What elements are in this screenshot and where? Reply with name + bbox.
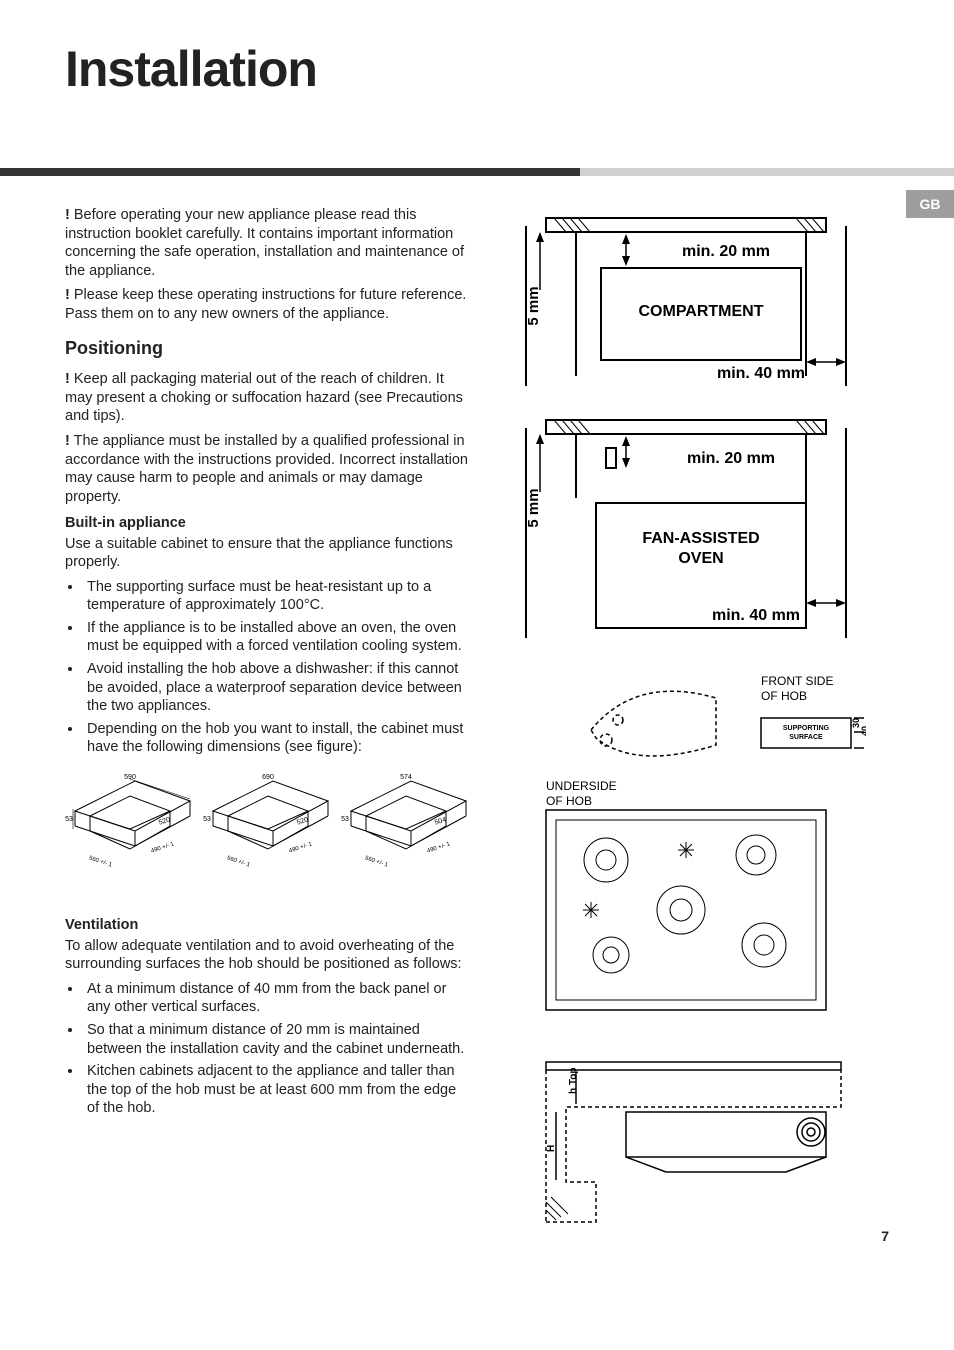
svg-text:560 +/- 1: 560 +/- 1 [88,855,113,868]
builtin-intro: Use a suitable cabinet to ensure that th… [65,535,471,572]
svg-text:574: 574 [400,774,412,781]
diagram-compartment: 5 mm min. 20 mm COMPARTMENT min. 40 mm [506,206,889,396]
svg-text:COMPARTMENT: COMPARTMENT [638,303,763,320]
builtin-bullets: The supporting surface must be heat-resi… [83,578,471,757]
cutout-figures: 590 520 53 560 +/- 1 490 +/- 1 [65,771,471,887]
builtin-heading: Built-in appliance [65,514,471,533]
svg-text:H: H [546,1145,557,1152]
cutout-figure: 690 520 53 560 +/- 1 490 +/- 1 [203,771,333,887]
list-item: The supporting surface must be heat-resi… [83,578,471,615]
page-number: 7 [881,1228,889,1244]
svg-text:560 +/- 1: 560 +/- 1 [226,855,251,868]
intro-para-2: ! Please keep these operating instructio… [65,286,471,323]
svg-text:53: 53 [341,816,349,823]
svg-text:490 +/- 1: 490 +/- 1 [288,841,313,854]
svg-text:min. 40 mm: min. 40 mm [717,365,805,382]
ventilation-bullets: At a minimum distance of 40 mm from the … [83,980,471,1118]
svg-text:min. 20 mm: min. 20 mm [687,450,775,467]
svg-text:min. 20 mm: min. 20 mm [682,243,770,260]
page-title: Installation [65,40,889,98]
front-side-label: FRONT SIDE [761,674,833,688]
svg-text:690: 690 [262,774,274,781]
fan-oven-label: FAN-ASSISTED [642,530,759,547]
svg-text:590: 590 [124,774,136,781]
ventilation-heading: Ventilation [65,916,471,935]
svg-text:5 mm: 5 mm [525,488,542,527]
diagram-hob-sides: FRONT SIDE OF HOB SUPPORTING SURFACE 30 … [506,660,889,1040]
svg-text:h Top: h Top [568,1068,579,1094]
svg-text:490 +/- 1: 490 +/- 1 [426,841,451,854]
list-item: If the appliance is to be installed abov… [83,619,471,656]
svg-text:53: 53 [203,816,211,823]
positioning-heading: Positioning [65,337,471,360]
right-column: 5 mm min. 20 mm COMPARTMENT min. 40 mm [506,206,889,1244]
svg-text:OF HOB: OF HOB [546,794,592,808]
header-rule [0,168,954,176]
diagram-fan-oven: 5 mm min. 20 mm FAN-ASSISTED OVEN min. 4… [506,408,889,648]
svg-text:SUPPORTING: SUPPORTING [783,725,830,732]
svg-text:490 +/- 1: 490 +/- 1 [150,841,175,854]
left-column: ! Before operating your new appliance pl… [65,206,471,1244]
list-item: Kitchen cabinets adjacent to the applian… [83,1062,471,1118]
diagram-side-profile: h Top H [506,1052,889,1232]
svg-text:40: 40 [860,726,866,736]
svg-text:560 +/- 1: 560 +/- 1 [364,855,389,868]
svg-text:5 mm: 5 mm [525,286,542,325]
intro-para-1: ! Before operating your new appliance pl… [65,206,471,280]
positioning-para-2: ! The appliance must be installed by a q… [65,432,471,506]
svg-text:OF HOB: OF HOB [761,689,807,703]
list-item: Depending on the hob you want to install… [83,720,471,757]
svg-text:SURFACE: SURFACE [789,734,823,741]
list-item: So that a minimum distance of 20 mm is m… [83,1021,471,1058]
svg-text:UNDERSIDE: UNDERSIDE [546,779,617,793]
list-item: At a minimum distance of 40 mm from the … [83,980,471,1017]
svg-text:min. 40 mm: min. 40 mm [712,607,800,624]
ventilation-intro: To allow adequate ventilation and to avo… [65,937,471,974]
cutout-figure: 574 504 53 560 +/- 1 490 +/- 1 [341,771,471,887]
positioning-para-1: ! Keep all packaging material out of the… [65,370,471,426]
list-item: Avoid installing the hob above a dishwas… [83,660,471,716]
svg-text:53: 53 [65,816,73,823]
svg-text:OVEN: OVEN [678,550,723,567]
cutout-figure: 590 520 53 560 +/- 1 490 +/- 1 [65,771,195,887]
